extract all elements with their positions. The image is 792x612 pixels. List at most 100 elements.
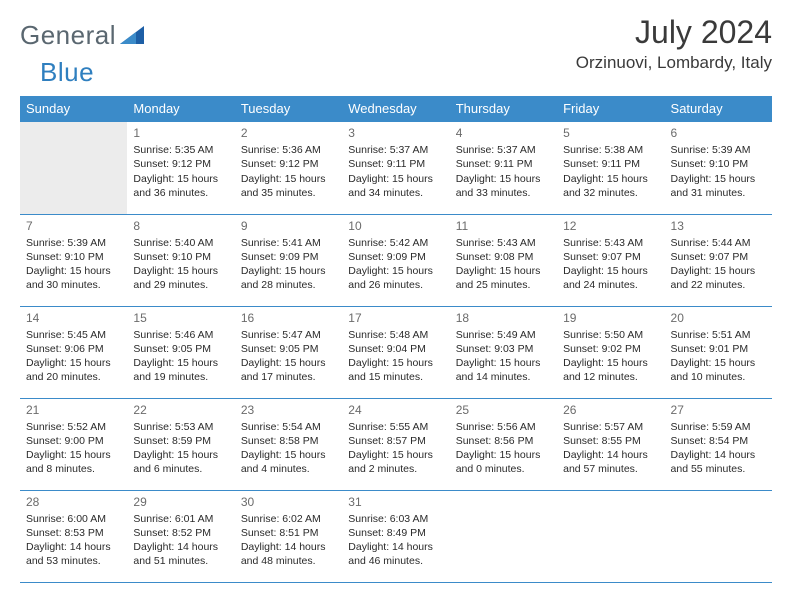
calendar-cell: 23Sunrise: 5:54 AMSunset: 8:58 PMDayligh…	[235, 398, 342, 490]
daylight-text: and 17 minutes.	[241, 370, 336, 384]
daylight-text: Daylight: 14 hours	[241, 540, 336, 554]
sunrise-text: Sunrise: 6:02 AM	[241, 512, 336, 526]
calendar-row: 7Sunrise: 5:39 AMSunset: 9:10 PMDaylight…	[20, 214, 772, 306]
daylight-text: and 57 minutes.	[563, 462, 658, 476]
daylight-text: Daylight: 15 hours	[348, 448, 443, 462]
calendar-cell: 9Sunrise: 5:41 AMSunset: 9:09 PMDaylight…	[235, 214, 342, 306]
calendar-row: 14Sunrise: 5:45 AMSunset: 9:06 PMDayligh…	[20, 306, 772, 398]
sunrise-text: Sunrise: 5:43 AM	[563, 236, 658, 250]
daylight-text: Daylight: 15 hours	[563, 356, 658, 370]
sunset-text: Sunset: 8:54 PM	[671, 434, 766, 448]
calendar-cell: 1Sunrise: 5:35 AMSunset: 9:12 PMDaylight…	[127, 122, 234, 214]
calendar-cell	[665, 490, 772, 582]
day-number: 18	[456, 310, 551, 326]
month-title: July 2024	[576, 14, 772, 51]
weekday-heading: Wednesday	[342, 96, 449, 122]
sunset-text: Sunset: 9:11 PM	[456, 157, 551, 171]
sunset-text: Sunset: 9:03 PM	[456, 342, 551, 356]
brand-logo: General	[20, 14, 148, 51]
daylight-text: Daylight: 15 hours	[348, 264, 443, 278]
sunset-text: Sunset: 9:09 PM	[348, 250, 443, 264]
day-number: 12	[563, 218, 658, 234]
daylight-text: and 29 minutes.	[133, 278, 228, 292]
calendar-cell: 15Sunrise: 5:46 AMSunset: 9:05 PMDayligh…	[127, 306, 234, 398]
calendar-cell: 22Sunrise: 5:53 AMSunset: 8:59 PMDayligh…	[127, 398, 234, 490]
day-number: 27	[671, 402, 766, 418]
daylight-text: and 48 minutes.	[241, 554, 336, 568]
daylight-text: and 22 minutes.	[671, 278, 766, 292]
sunset-text: Sunset: 9:08 PM	[456, 250, 551, 264]
daylight-text: and 2 minutes.	[348, 462, 443, 476]
daylight-text: and 19 minutes.	[133, 370, 228, 384]
daylight-text: and 32 minutes.	[563, 186, 658, 200]
day-number: 9	[241, 218, 336, 234]
daylight-text: Daylight: 15 hours	[348, 172, 443, 186]
sunrise-text: Sunrise: 5:45 AM	[26, 328, 121, 342]
calendar-row: 1Sunrise: 5:35 AMSunset: 9:12 PMDaylight…	[20, 122, 772, 214]
sunset-text: Sunset: 9:06 PM	[26, 342, 121, 356]
day-number: 31	[348, 494, 443, 510]
sunrise-text: Sunrise: 5:50 AM	[563, 328, 658, 342]
sunrise-text: Sunrise: 6:01 AM	[133, 512, 228, 526]
day-number: 28	[26, 494, 121, 510]
sunset-text: Sunset: 9:10 PM	[133, 250, 228, 264]
day-number: 7	[26, 218, 121, 234]
calendar-cell: 31Sunrise: 6:03 AMSunset: 8:49 PMDayligh…	[342, 490, 449, 582]
calendar-cell: 4Sunrise: 5:37 AMSunset: 9:11 PMDaylight…	[450, 122, 557, 214]
calendar-cell: 17Sunrise: 5:48 AMSunset: 9:04 PMDayligh…	[342, 306, 449, 398]
calendar-cell: 3Sunrise: 5:37 AMSunset: 9:11 PMDaylight…	[342, 122, 449, 214]
sunset-text: Sunset: 9:02 PM	[563, 342, 658, 356]
sunrise-text: Sunrise: 6:00 AM	[26, 512, 121, 526]
daylight-text: and 24 minutes.	[563, 278, 658, 292]
daylight-text: Daylight: 15 hours	[133, 172, 228, 186]
calendar-cell: 6Sunrise: 5:39 AMSunset: 9:10 PMDaylight…	[665, 122, 772, 214]
sunset-text: Sunset: 9:07 PM	[671, 250, 766, 264]
day-number: 3	[348, 125, 443, 141]
sunset-text: Sunset: 8:56 PM	[456, 434, 551, 448]
daylight-text: and 51 minutes.	[133, 554, 228, 568]
calendar-header-row: Sunday Monday Tuesday Wednesday Thursday…	[20, 96, 772, 122]
daylight-text: Daylight: 15 hours	[133, 264, 228, 278]
sunset-text: Sunset: 9:01 PM	[671, 342, 766, 356]
daylight-text: and 25 minutes.	[456, 278, 551, 292]
sunset-text: Sunset: 9:11 PM	[563, 157, 658, 171]
daylight-text: Daylight: 15 hours	[26, 264, 121, 278]
calendar-body: 1Sunrise: 5:35 AMSunset: 9:12 PMDaylight…	[20, 122, 772, 582]
calendar-cell: 30Sunrise: 6:02 AMSunset: 8:51 PMDayligh…	[235, 490, 342, 582]
day-number: 4	[456, 125, 551, 141]
sunset-text: Sunset: 8:52 PM	[133, 526, 228, 540]
daylight-text: Daylight: 15 hours	[671, 356, 766, 370]
daylight-text: Daylight: 15 hours	[671, 172, 766, 186]
daylight-text: and 20 minutes.	[26, 370, 121, 384]
daylight-text: Daylight: 14 hours	[133, 540, 228, 554]
daylight-text: Daylight: 15 hours	[456, 356, 551, 370]
sunrise-text: Sunrise: 5:48 AM	[348, 328, 443, 342]
sunset-text: Sunset: 9:11 PM	[348, 157, 443, 171]
sunrise-text: Sunrise: 5:59 AM	[671, 420, 766, 434]
sunrise-text: Sunrise: 5:36 AM	[241, 143, 336, 157]
weekday-heading: Tuesday	[235, 96, 342, 122]
daylight-text: and 15 minutes.	[348, 370, 443, 384]
calendar-cell: 10Sunrise: 5:42 AMSunset: 9:09 PMDayligh…	[342, 214, 449, 306]
brand-right: Blue	[40, 57, 94, 87]
sunrise-text: Sunrise: 5:42 AM	[348, 236, 443, 250]
daylight-text: Daylight: 15 hours	[241, 356, 336, 370]
sunrise-text: Sunrise: 5:51 AM	[671, 328, 766, 342]
weekday-heading: Thursday	[450, 96, 557, 122]
calendar-cell: 8Sunrise: 5:40 AMSunset: 9:10 PMDaylight…	[127, 214, 234, 306]
sunset-text: Sunset: 9:05 PM	[241, 342, 336, 356]
day-number: 26	[563, 402, 658, 418]
calendar-cell: 24Sunrise: 5:55 AMSunset: 8:57 PMDayligh…	[342, 398, 449, 490]
calendar-row: 21Sunrise: 5:52 AMSunset: 9:00 PMDayligh…	[20, 398, 772, 490]
daylight-text: and 46 minutes.	[348, 554, 443, 568]
sunset-text: Sunset: 9:05 PM	[133, 342, 228, 356]
day-number: 25	[456, 402, 551, 418]
daylight-text: and 8 minutes.	[26, 462, 121, 476]
calendar-cell: 21Sunrise: 5:52 AMSunset: 9:00 PMDayligh…	[20, 398, 127, 490]
daylight-text: Daylight: 14 hours	[563, 448, 658, 462]
day-number: 17	[348, 310, 443, 326]
sunrise-text: Sunrise: 5:39 AM	[26, 236, 121, 250]
sunrise-text: Sunrise: 5:37 AM	[456, 143, 551, 157]
daylight-text: Daylight: 15 hours	[241, 448, 336, 462]
daylight-text: Daylight: 15 hours	[671, 264, 766, 278]
